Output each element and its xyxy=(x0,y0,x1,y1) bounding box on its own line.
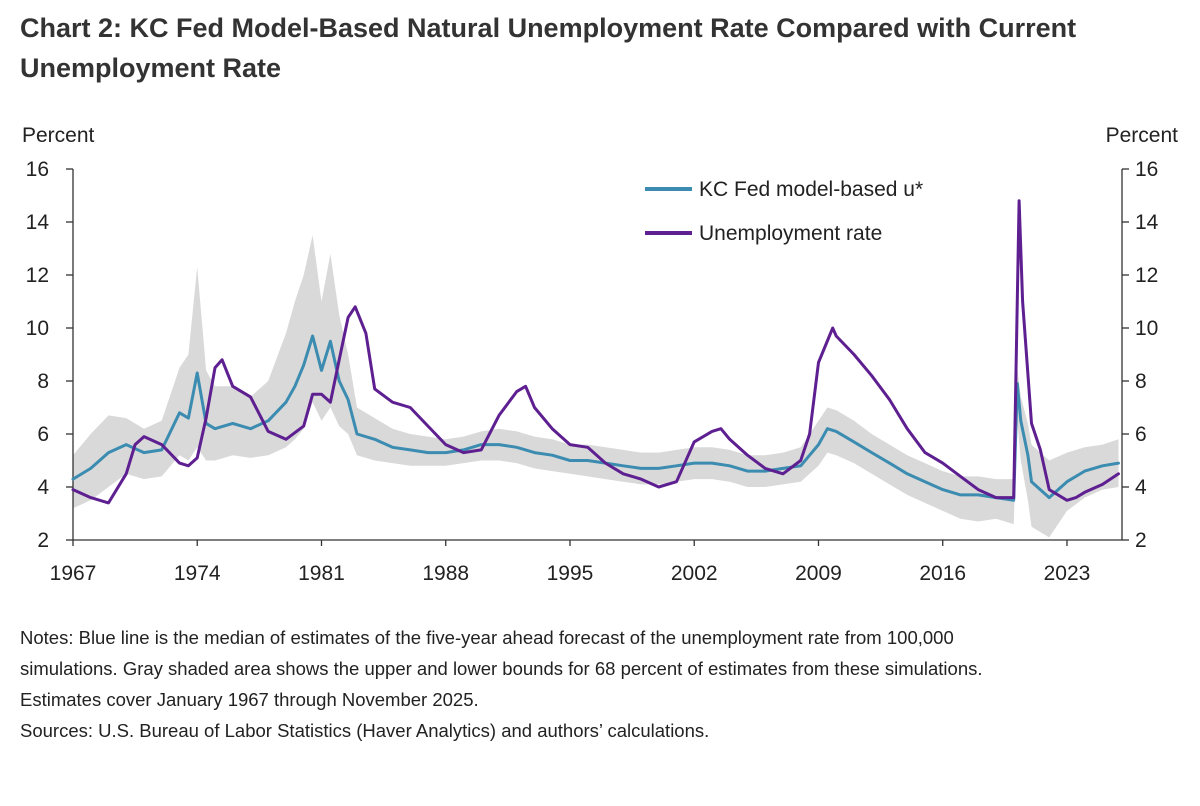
x-tick-label: 1988 xyxy=(422,562,469,585)
notes-line-1: Notes: Blue line is the median of estima… xyxy=(20,627,954,648)
y-tick-label-right: 2 xyxy=(1135,529,1147,552)
y-tick-label-left: 14 xyxy=(26,211,50,234)
legend-label-ustar: KC Fed model-based u* xyxy=(699,178,923,201)
y-tick-label-right: 14 xyxy=(1135,211,1159,234)
x-tick-label: 2016 xyxy=(919,562,966,585)
y-tick-label-right: 16 xyxy=(1135,158,1158,181)
y-tick-label-right: 8 xyxy=(1135,370,1147,393)
x-tick-label: 1974 xyxy=(174,562,221,585)
y-tick-label-left: 2 xyxy=(37,529,49,552)
unemployment-rate-line xyxy=(71,199,1120,505)
y-tick-label-left: 4 xyxy=(37,476,49,499)
band-area xyxy=(73,235,1119,538)
y-tick-label-right: 6 xyxy=(1135,423,1147,446)
y-tick-label-left: 10 xyxy=(26,317,49,340)
sources-line: Sources: U.S. Bureau of Labor Statistics… xyxy=(20,720,710,741)
x-tick-label: 1995 xyxy=(547,562,594,585)
series-lines-layer xyxy=(71,199,1120,505)
x-tick-label: 2009 xyxy=(795,562,842,585)
confidence-band-layer xyxy=(73,235,1119,538)
y-tick-label-left: 16 xyxy=(26,158,49,181)
x-tick-label: 1967 xyxy=(50,562,97,585)
line-chart: 2 2 4 4 6 6 8 8 10 10 12 12 14 14 16 16 1967 1974 1981 1988… xyxy=(26,158,1159,585)
y-tick-label-right: 10 xyxy=(1135,317,1158,340)
chart-notes: Notes: Blue line is the median of estima… xyxy=(20,622,1180,746)
legend: KC Fed model-based u* Unemployment rate xyxy=(645,178,923,245)
notes-line-2: simulations. Gray shaded area shows the … xyxy=(20,658,983,679)
x-tick-label: 2002 xyxy=(671,562,718,585)
legend-label-unemployment: Unemployment rate xyxy=(699,222,882,245)
y-tick-label-right: 4 xyxy=(1135,476,1147,499)
y-tick-label-left: 6 xyxy=(37,423,49,446)
right-axis-unit-label: Percent xyxy=(1105,124,1178,147)
chart-title: Chart 2: KC Fed Model-Based Natural Unem… xyxy=(20,13,1077,83)
x-tick-label: 1981 xyxy=(298,562,345,585)
y-tick-label-left: 8 xyxy=(37,370,49,393)
x-tick-label: 2023 xyxy=(1044,562,1091,585)
notes-line-3: Estimates cover January 1967 through Nov… xyxy=(20,689,479,710)
y-tick-label-right: 12 xyxy=(1135,264,1158,287)
ustar-line xyxy=(71,334,1120,502)
left-axis-unit-label: Percent xyxy=(22,124,95,147)
y-tick-label-left: 12 xyxy=(26,264,49,287)
